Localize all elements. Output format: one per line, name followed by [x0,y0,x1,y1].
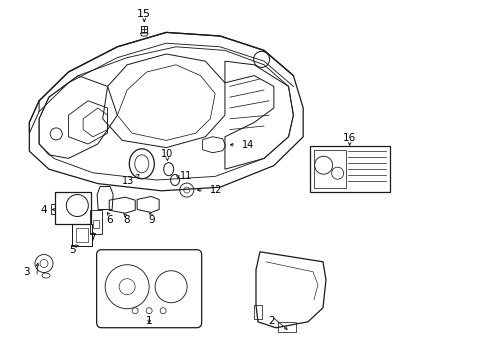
Text: 16: 16 [342,132,356,143]
Bar [90,210,102,234]
Bar [253,305,262,319]
Bar [72,224,92,246]
Bar [76,228,88,242]
Bar [309,146,389,192]
Bar [313,150,345,188]
Bar [277,322,295,332]
Text: 11: 11 [179,171,192,181]
Bar [141,26,147,32]
Text: 14: 14 [242,140,254,150]
Text: 13: 13 [122,176,134,186]
Bar [93,220,99,228]
Text: 12: 12 [210,185,222,195]
Text: 1: 1 [145,316,152,326]
Text: 10: 10 [161,149,173,159]
Text: 3: 3 [23,267,30,277]
Text: 9: 9 [148,215,155,225]
Text: 7: 7 [88,233,95,243]
Text: 4: 4 [41,204,47,215]
Text: 5: 5 [69,245,76,255]
Text: 6: 6 [106,215,113,225]
Text: 2: 2 [267,316,274,326]
Text: 15: 15 [137,9,151,19]
Bar [55,192,91,224]
Text: 8: 8 [122,215,129,225]
